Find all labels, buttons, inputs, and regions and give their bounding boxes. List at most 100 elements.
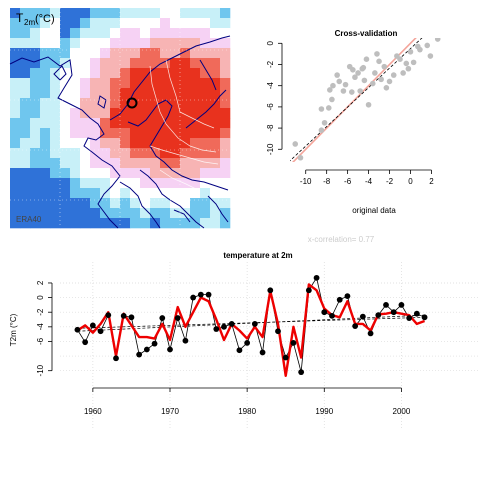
map-cell xyxy=(90,38,101,49)
map-cell xyxy=(20,38,31,49)
map-cell xyxy=(10,118,21,129)
observed-point xyxy=(313,274,320,281)
map-cell xyxy=(70,98,81,109)
map-cell xyxy=(30,78,41,89)
map-cell xyxy=(170,8,181,19)
map-cell xyxy=(200,78,211,89)
map-cell xyxy=(70,78,81,89)
map-cell xyxy=(10,8,21,19)
map-cell xyxy=(120,108,131,119)
map-cell xyxy=(170,128,181,139)
map-cell xyxy=(170,78,181,89)
map-cell xyxy=(30,198,41,209)
map-panel: T 2m (°C) ERA40 xyxy=(9,8,231,229)
map-cell xyxy=(120,138,131,149)
map-cell xyxy=(190,58,201,69)
map-cell xyxy=(180,78,191,89)
map-cell xyxy=(160,208,171,219)
map-cell xyxy=(180,178,191,189)
map-cell xyxy=(170,188,181,199)
map-cell xyxy=(200,138,211,149)
map-cell xyxy=(130,88,141,99)
map-cell xyxy=(190,168,201,179)
timeseries-y-tick-label: 0 xyxy=(36,295,45,300)
map-cell xyxy=(110,38,121,49)
map-cell xyxy=(30,98,41,109)
map-cell xyxy=(20,118,31,129)
map-cell xyxy=(100,198,111,209)
map-cell xyxy=(120,168,131,179)
map-cell xyxy=(90,58,101,69)
scatter-point xyxy=(340,88,347,94)
map-cell xyxy=(160,188,171,199)
observed-point xyxy=(236,347,243,354)
observed-point xyxy=(352,323,359,329)
observed-series-points xyxy=(74,274,428,376)
map-cell xyxy=(70,38,81,49)
map-cell xyxy=(130,68,141,79)
observed-point xyxy=(251,321,258,327)
map-cell xyxy=(130,198,141,209)
scatter-y-tick-label: -2 xyxy=(266,60,275,68)
map-cell xyxy=(150,168,161,179)
map-cell xyxy=(30,138,41,149)
map-cell xyxy=(130,108,141,119)
map-cell xyxy=(220,8,231,19)
map-cell xyxy=(40,138,51,149)
map-cell xyxy=(40,148,51,159)
map-cell xyxy=(180,168,191,179)
map-cell xyxy=(120,178,131,189)
map-cell xyxy=(20,88,31,99)
map-cell xyxy=(200,218,211,229)
map-cell xyxy=(110,148,121,159)
map-title-unit: (°C) xyxy=(35,13,55,25)
map-cell xyxy=(220,18,231,29)
map-cell xyxy=(120,58,131,69)
map-cell xyxy=(120,88,131,99)
map-cell xyxy=(140,188,151,199)
scatter-point xyxy=(318,106,325,112)
scatter-x-label: original data xyxy=(352,206,396,215)
map-cell xyxy=(180,58,191,69)
map-cell xyxy=(210,188,221,199)
timeseries-y-tick-label: -4 xyxy=(36,323,45,331)
map-cell xyxy=(10,158,21,169)
map-cell xyxy=(170,158,181,169)
map-cell xyxy=(100,168,111,179)
map-cell xyxy=(20,108,31,119)
map-cell xyxy=(80,178,91,189)
observed-point xyxy=(305,287,312,294)
map-cell xyxy=(20,68,31,79)
map-cell xyxy=(120,198,131,209)
map-cell xyxy=(50,88,61,99)
map-cell xyxy=(40,218,51,229)
map-cell xyxy=(150,158,161,169)
observed-point xyxy=(89,322,96,329)
map-cell xyxy=(70,198,81,209)
map-cell xyxy=(200,178,211,189)
observed-point xyxy=(136,351,143,358)
map-cell xyxy=(20,158,31,169)
scatter-point xyxy=(400,70,406,76)
map-cell xyxy=(20,8,31,19)
map-cell xyxy=(70,148,81,159)
scatter-point xyxy=(386,78,393,85)
observed-point xyxy=(74,326,81,333)
map-cell xyxy=(150,28,161,39)
observed-point xyxy=(113,355,119,362)
map-cell xyxy=(120,38,131,49)
map-cell xyxy=(220,48,231,59)
map-cell xyxy=(110,158,121,169)
map-cell xyxy=(190,98,201,109)
scatter-point xyxy=(434,38,441,42)
scatter-point xyxy=(325,105,332,111)
map-cell xyxy=(10,98,21,109)
map-cell xyxy=(150,98,161,109)
observed-point xyxy=(390,309,397,316)
map-cell xyxy=(20,148,31,159)
map-cell xyxy=(40,108,51,119)
map-cell xyxy=(200,98,211,109)
map-cell xyxy=(60,158,71,169)
map-cell xyxy=(220,208,231,219)
map-cell xyxy=(10,168,21,179)
